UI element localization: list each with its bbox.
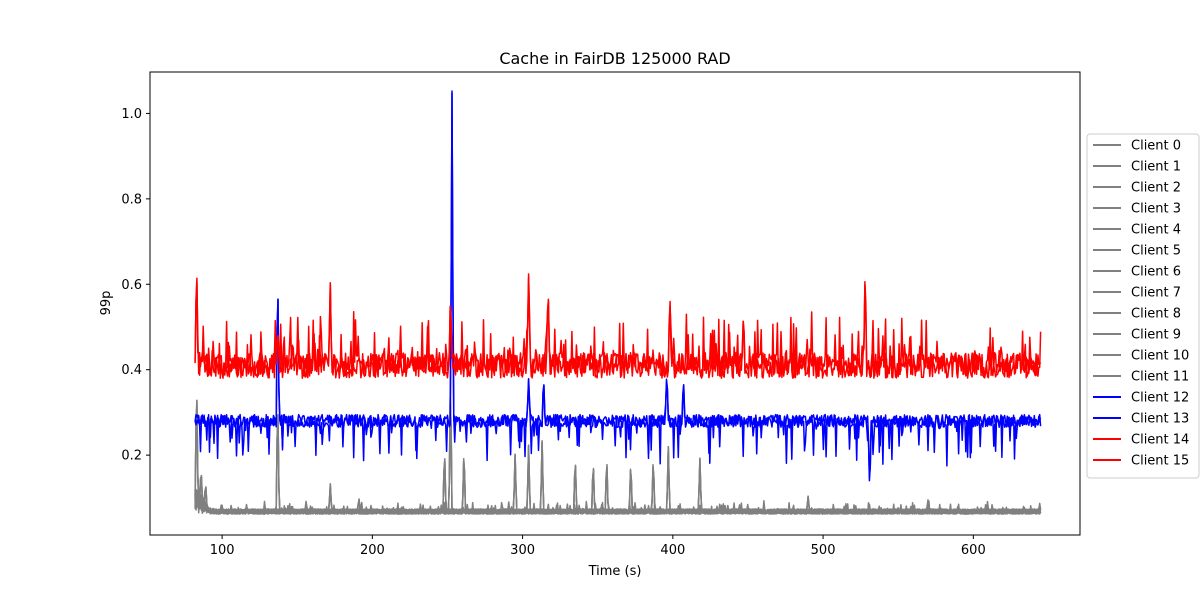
- legend-item: Client 1: [1093, 160, 1181, 175]
- legend-label: Client 5: [1131, 244, 1181, 259]
- x-tick-label: 400: [660, 543, 685, 558]
- legend-box: [1086, 133, 1200, 479]
- legend-label: Client 10: [1131, 349, 1189, 364]
- legend-label: Client 7: [1131, 286, 1181, 301]
- legend-item: Client 15: [1093, 454, 1189, 469]
- series-line-client-15: [194, 273, 1042, 379]
- legend-item: Client 13: [1093, 412, 1189, 427]
- y-tick-label: 0.4: [121, 363, 142, 378]
- legend-label: Client 3: [1131, 202, 1181, 217]
- legend-item: Client 14: [1093, 433, 1189, 448]
- x-tick-label: 200: [360, 543, 385, 558]
- series-line-client-13: [194, 92, 1042, 478]
- y-tick-label: 0.6: [121, 278, 142, 293]
- y-axis-label: 99p: [99, 291, 114, 316]
- series-layer: [194, 90, 1042, 515]
- legend-label: Client 13: [1131, 412, 1189, 427]
- x-axis: 100 200 300 400 500 600: [210, 535, 986, 558]
- legend-label: Client 2: [1131, 181, 1181, 196]
- legend-label: Client 12: [1131, 391, 1189, 406]
- legend-label: Client 6: [1131, 265, 1181, 280]
- x-tick-label: 300: [510, 543, 535, 558]
- legend-item: Client 8: [1093, 307, 1181, 322]
- x-tick-label: 500: [811, 543, 836, 558]
- x-tick-label: 100: [210, 543, 235, 558]
- x-tick-label: 600: [961, 543, 986, 558]
- legend: Client 0 Client 1 Client 2 Client 3 Client 4…: [1086, 133, 1200, 479]
- legend-label: Client 15: [1131, 454, 1189, 469]
- legend-item: Client 10: [1093, 349, 1189, 364]
- legend-label: Client 9: [1131, 328, 1181, 343]
- legend-item: Client 3: [1093, 202, 1181, 217]
- legend-item: Client 7: [1093, 286, 1181, 301]
- legend-label: Client 8: [1131, 307, 1181, 322]
- y-tick-label: 1.0: [121, 107, 142, 122]
- chart-title: Cache in FairDB 125000 RAD: [499, 49, 730, 68]
- x-axis-label: Time (s): [588, 564, 642, 579]
- legend-item: Client 11: [1093, 370, 1189, 385]
- legend-label: Client 4: [1131, 223, 1181, 238]
- legend-item: Client 0: [1093, 139, 1181, 154]
- legend-item: Client 5: [1093, 244, 1181, 259]
- legend-item: Client 2: [1093, 181, 1181, 196]
- legend-item: Client 9: [1093, 328, 1181, 343]
- legend-item: Client 6: [1093, 265, 1181, 280]
- y-axis: 0.2 0.4 0.6 0.8 1.0: [121, 107, 150, 464]
- legend-label: Client 0: [1131, 139, 1181, 154]
- legend-label: Client 1: [1131, 160, 1181, 175]
- y-tick-label: 0.2: [121, 449, 142, 464]
- plot-frame: [149, 71, 1081, 536]
- legend-label: Client 11: [1131, 370, 1189, 385]
- y-tick-label: 0.8: [121, 192, 142, 207]
- series-line-client-11: [194, 490, 1042, 515]
- legend-item: Client 12: [1093, 391, 1189, 406]
- legend-item: Client 4: [1093, 223, 1181, 238]
- legend-label: Client 14: [1131, 433, 1189, 448]
